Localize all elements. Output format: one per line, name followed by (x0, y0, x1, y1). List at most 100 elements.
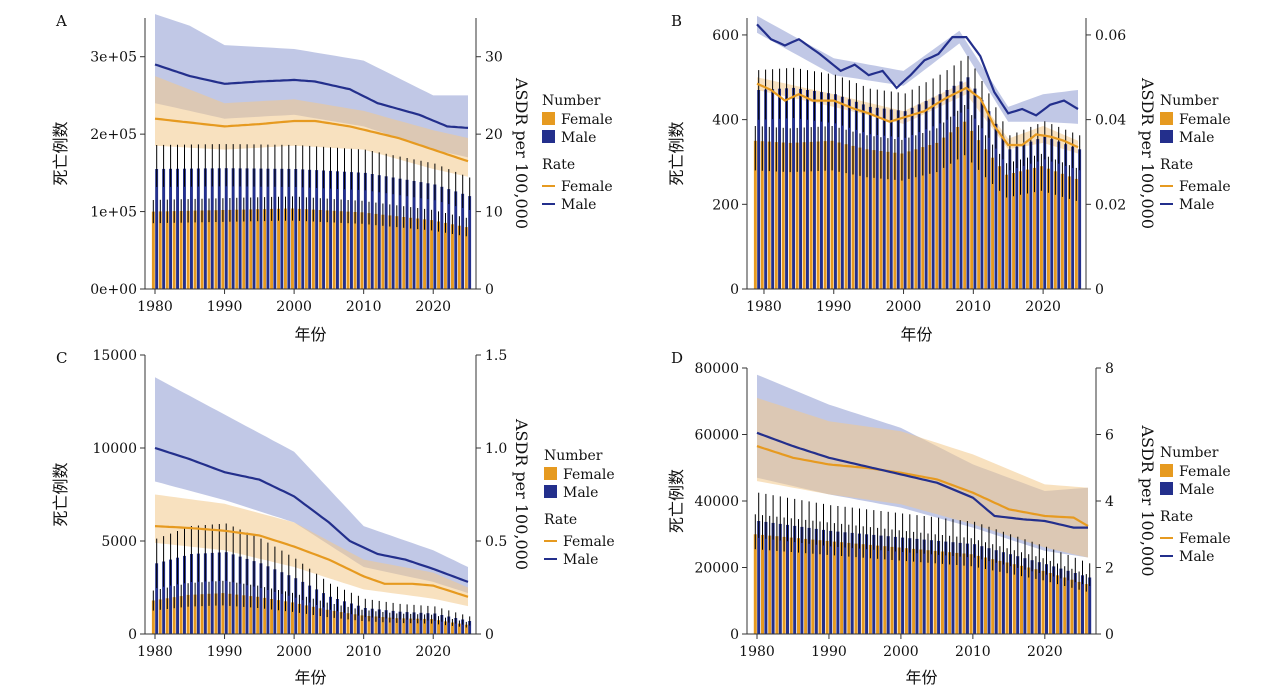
male-number-bar (868, 106, 872, 290)
male-rate-uncertainty-band (155, 377, 468, 594)
female-number-bar (172, 211, 176, 289)
male-number-bar (454, 191, 458, 289)
male-number-bar (433, 184, 437, 289)
female-number-bar (1067, 176, 1071, 289)
female-number-bar (998, 166, 1001, 289)
right-tick-label: 0.5 (485, 534, 507, 550)
male-number-bar (447, 189, 451, 289)
female-number-bar (933, 550, 937, 634)
female-number-bar (1056, 575, 1059, 634)
female-number-bar (991, 559, 995, 634)
left-tick-label: 1e+05 (90, 205, 137, 221)
female-number-bar (949, 132, 953, 289)
male-number-bar (938, 94, 942, 289)
male-number-bar (162, 561, 166, 634)
female-number-bar (221, 593, 225, 634)
male-number-bar (245, 558, 249, 634)
female-number-bar (1012, 564, 1016, 634)
male-number-bar (433, 613, 437, 634)
female-number-bar (1012, 173, 1015, 289)
x-tick-label: 1980 (739, 644, 775, 660)
male-number-bar (1066, 570, 1070, 634)
male-number-bar (1030, 560, 1034, 634)
legend-female-number-label: Female (561, 112, 613, 128)
female-number-bar (767, 141, 771, 289)
female-number-bar (840, 542, 844, 634)
x-tick-label: 1980 (137, 644, 173, 660)
female-number-bar (1019, 171, 1022, 289)
female-number-bar (353, 212, 357, 289)
male-number-bar (370, 174, 374, 289)
left-tick-label: 0 (128, 627, 137, 643)
male-number-bar (1008, 149, 1012, 289)
male-number-bar (965, 543, 969, 634)
legend-rate-title: Rate (1160, 157, 1193, 173)
male-number-bar (1059, 568, 1063, 634)
male-number-bar (800, 526, 804, 634)
female-number-bar (1041, 570, 1045, 634)
female-number-bar (1005, 174, 1008, 289)
female-number-bar (998, 560, 1002, 634)
male-number-bar (461, 193, 465, 289)
male-number-bar (301, 581, 305, 634)
x-tick-label: 2010 (346, 644, 382, 660)
panel-label: D (671, 349, 683, 367)
right-tick-label: 8 (1105, 361, 1114, 377)
female-number-bar (270, 599, 273, 634)
left-tick-label: 0 (730, 282, 739, 298)
female-number-bar (789, 537, 793, 634)
female-number-bar (388, 617, 392, 634)
left-tick-label: 200 (712, 197, 739, 213)
male-number-bar (958, 542, 962, 634)
female-number-bar (760, 141, 764, 289)
female-number-bar (395, 618, 399, 634)
male-number-bar (231, 168, 235, 289)
female-number-bar (883, 546, 887, 634)
female-number-bar (753, 140, 757, 289)
female-number-bar (381, 214, 385, 289)
male-number-bar (336, 171, 339, 289)
male-number-bar (363, 172, 367, 289)
right-tick-label: 2 (1105, 561, 1114, 577)
male-number-bar (169, 168, 172, 289)
left-tick-label: 5000 (101, 534, 137, 550)
male-number-bar (807, 527, 811, 634)
female-number-bar (200, 210, 204, 289)
male-number-bar (273, 168, 277, 289)
female-number-bar (868, 544, 872, 634)
left-tick-label: 15000 (92, 348, 137, 364)
legend-number-title: Number (1160, 93, 1219, 109)
legend-male-swatch (1160, 482, 1173, 495)
female-number-bar (912, 548, 916, 634)
female-number-bar (861, 544, 865, 634)
female-number-bar (1053, 171, 1057, 289)
legend-male-number-label: Male (1179, 482, 1214, 498)
male-number-bar (252, 168, 256, 289)
left-tick-label: 40000 (694, 494, 739, 510)
male-number-bar (203, 553, 207, 634)
female-number-bar (444, 621, 447, 634)
female-number-bar (263, 209, 267, 289)
male-number-bar (861, 104, 865, 290)
female-number-bar (1026, 169, 1029, 289)
male-number-bar (183, 168, 186, 289)
female-number-bar (775, 536, 779, 634)
male-number-bar (1001, 552, 1005, 634)
panel-a: 0e+00 1e+05 2e+05 3e+05 0 10 20 30 1980 1990 2000 2… (51, 12, 613, 344)
male-number-bar (806, 90, 809, 289)
female-number-bar (823, 141, 827, 289)
right-tick-label: 4 (1105, 494, 1114, 510)
male-number-bar (908, 538, 912, 634)
male-number-bar (973, 88, 977, 289)
male-number-bar (1050, 139, 1054, 289)
female-number-bar (782, 536, 786, 634)
female-number-bar (346, 211, 350, 289)
male-number-bar (857, 533, 861, 634)
male-number-bar (217, 552, 221, 634)
female-number-bar (802, 142, 806, 289)
male-number-bar (294, 169, 298, 289)
left-tick-label: 0e+00 (90, 282, 137, 298)
male-number-bar (903, 111, 907, 289)
female-number-bar (402, 217, 406, 289)
female-number-bar (837, 142, 841, 289)
